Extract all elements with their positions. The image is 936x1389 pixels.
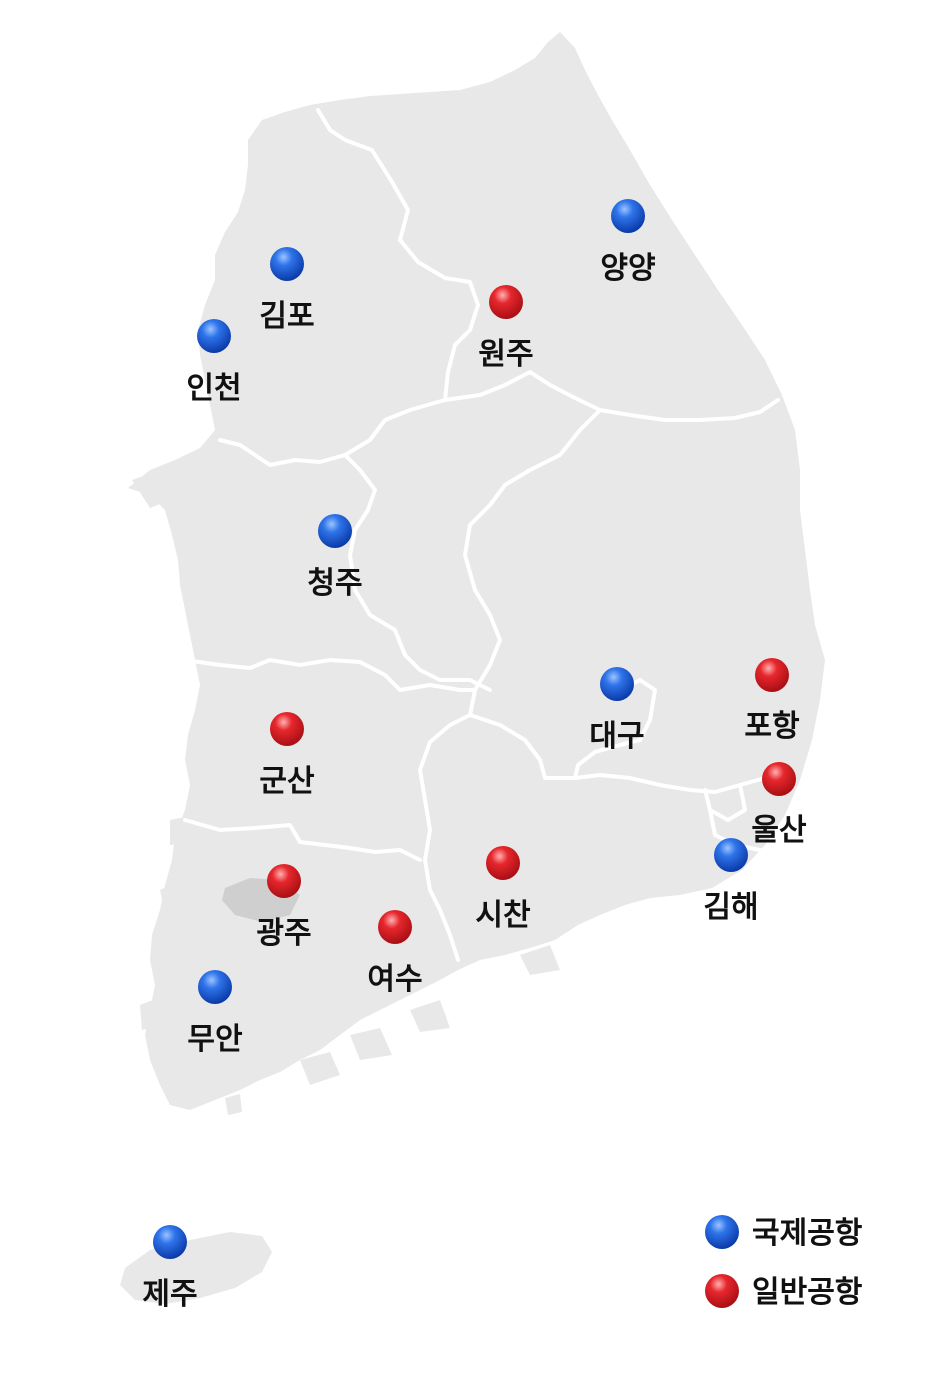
general-airport-dot (267, 864, 301, 898)
airport-label: 군산 (259, 764, 315, 799)
legend-label: 국제공항 (752, 1216, 863, 1251)
airport-label: 무안 (187, 1022, 243, 1057)
international-airport-dot (318, 514, 352, 548)
airport-gimhae[interactable]: 김해 (703, 838, 759, 925)
general-airport-dot (486, 846, 520, 880)
airport-label: 대구 (589, 719, 644, 754)
airport-label: 울산 (751, 813, 807, 848)
international-airport-dot (197, 319, 231, 353)
airport-label: 여수 (367, 962, 422, 997)
airport-label: 인천 (186, 371, 241, 406)
airport-gunsan[interactable]: 군산 (259, 712, 315, 799)
general-airport-dot (762, 762, 796, 796)
international-airport-dot (611, 199, 645, 233)
coastal-islands (132, 470, 560, 1115)
map-legend: 국제공항 일반공항 (705, 1215, 863, 1310)
airport-jeju[interactable]: 제주 (142, 1225, 198, 1312)
general-airport-dot (755, 658, 789, 692)
airport-muan[interactable]: 무안 (187, 970, 243, 1057)
blue-dot-icon (705, 1215, 739, 1249)
legend-label: 일반공항 (752, 1275, 863, 1310)
general-airport-dot (378, 910, 412, 944)
international-airport-dot (270, 247, 304, 281)
airport-label: 청주 (307, 566, 362, 601)
legend-item-general: 일반공항 (705, 1274, 863, 1310)
airport-label: 제주 (142, 1277, 197, 1312)
airport-incheon[interactable]: 인천 (186, 319, 242, 406)
airport-sacheon[interactable]: 시찬 (475, 846, 531, 933)
airport-label: 양양 (600, 251, 655, 286)
airport-label: 광주 (256, 916, 311, 951)
red-dot-icon (705, 1274, 739, 1308)
airport-daegu[interactable]: 대구 (589, 667, 645, 754)
airport-label: 원주 (478, 337, 533, 372)
general-airport-dot (489, 285, 523, 319)
international-airport-dot (714, 838, 748, 872)
legend-item-international: 국제공항 (705, 1215, 863, 1251)
airport-label: 시찬 (475, 898, 531, 933)
airport-pohang[interactable]: 포항 (744, 658, 800, 744)
international-airport-dot (198, 970, 232, 1004)
airport-wonju[interactable]: 원주 (478, 285, 534, 372)
airport-label: 포항 (744, 709, 800, 744)
airport-ulsan[interactable]: 울산 (751, 762, 807, 848)
airport-yangyang[interactable]: 양양 (600, 199, 656, 286)
airport-yeosu[interactable]: 여수 (367, 910, 423, 997)
airport-label: 김포 (259, 299, 314, 334)
airport-cheongju[interactable]: 청주 (307, 514, 363, 601)
airport-markers: 김포 인천 양양 원주 청주 대구 포항 군산 (142, 199, 807, 1312)
province-borders (183, 108, 780, 962)
korea-mainland-shape (128, 32, 825, 1110)
airport-label: 김해 (703, 890, 758, 925)
general-airport-dot (270, 712, 304, 746)
airport-gwangju[interactable]: 광주 (256, 864, 312, 951)
airport-gimpo[interactable]: 김포 (259, 247, 315, 334)
international-airport-dot (153, 1225, 187, 1259)
international-airport-dot (600, 667, 634, 701)
